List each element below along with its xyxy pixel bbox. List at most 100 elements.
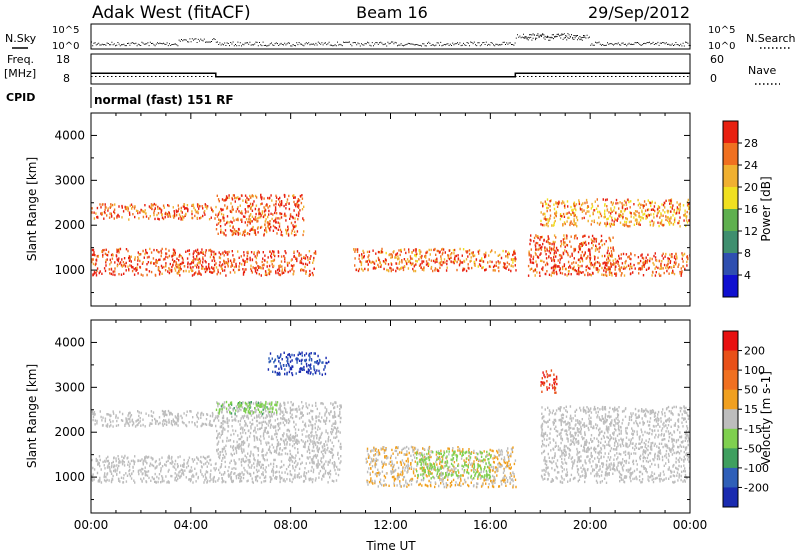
power-echo <box>91 203 217 221</box>
velocity-echo <box>419 450 491 480</box>
power-echo <box>93 202 214 221</box>
velocity-echo <box>216 400 342 484</box>
velocity-y-label: 2000 <box>54 425 85 439</box>
nsky-label: N.Sky <box>5 32 37 45</box>
velocity-colorbar-swatch <box>723 467 738 488</box>
power-colorbar <box>723 121 738 298</box>
noise-right-tick-high: 10^5 <box>708 25 735 36</box>
power-colorbar-swatch <box>723 253 738 276</box>
power-echo <box>215 193 305 237</box>
power-y-label: 3000 <box>54 173 85 187</box>
velocity-colorbar-swatch <box>723 409 738 430</box>
velocity-y-label: 4000 <box>54 335 85 349</box>
freq-tick-low: 8 <box>63 72 70 85</box>
velocity-colorbar-label: 200 <box>744 345 765 358</box>
velocity-colorbar-swatch <box>723 428 738 449</box>
velocity-colorbar <box>723 331 738 508</box>
nsearch-label: N.Search <box>746 32 796 45</box>
velocity-colorbar-swatch <box>723 487 738 508</box>
x-axis-label: Time UT <box>365 539 416 553</box>
velocity-colorbar-swatch <box>723 389 738 410</box>
noise-dots <box>91 33 691 47</box>
velocity-y-label: 3000 <box>54 380 85 394</box>
noise-left-tick-high: 10^5 <box>52 25 79 36</box>
power-y-label: 4000 <box>54 128 85 142</box>
power-echo <box>602 252 690 277</box>
velocity-echo <box>540 369 558 394</box>
freq-frame <box>90 53 691 85</box>
power-colorbar-label: 24 <box>744 159 758 172</box>
velocity-colorbar-label: -15 <box>744 423 762 436</box>
power-colorbar-label: Power [dB] <box>759 176 773 241</box>
velocity-colorbar-label: -200 <box>744 481 769 494</box>
velocity-echo <box>220 401 268 416</box>
power-colorbar-label: 4 <box>744 269 751 282</box>
velocity-colorbar-frame <box>722 330 739 508</box>
power-colorbar-label: 12 <box>744 225 758 238</box>
velocity-echo <box>91 409 217 428</box>
power-panel: 1000 2000 3000 4000 Slant Range [km] 28 24 20… <box>25 112 773 307</box>
power-y-label: 2000 <box>54 218 85 232</box>
power-echo <box>91 247 217 277</box>
velocity-echo <box>268 351 326 376</box>
beam-title: Beam 16 <box>356 3 428 22</box>
velocity-echo <box>366 445 517 489</box>
power-echo <box>527 234 616 277</box>
freq-panel: Freq. [MHz] 18 8 60 0 Nave <box>4 53 780 85</box>
power-scatter-image <box>91 193 690 277</box>
nave-label: Nave <box>748 64 776 77</box>
power-colorbar-swatch <box>723 143 738 166</box>
power-frame <box>90 112 691 307</box>
velocity-y-ticks: 1000 2000 3000 4000 <box>54 319 690 501</box>
noise-left-tick-low: 10^0 <box>52 41 79 52</box>
power-y-ticks: 1000 2000 3000 4000 <box>54 112 690 294</box>
velocity-echo <box>215 400 279 415</box>
velocity-colorbar-swatch <box>723 448 738 469</box>
noise-right-tick-low: 10^0 <box>708 41 735 52</box>
velocity-x-label: 08:00 <box>273 518 308 532</box>
velocity-colorbar-swatch <box>723 350 738 371</box>
power-echo <box>91 247 217 277</box>
power-echo <box>93 203 217 221</box>
freq-tick-high: 18 <box>56 53 70 66</box>
power-colorbar-swatch <box>723 187 738 210</box>
velocity-x-label: 04:00 <box>174 518 209 532</box>
power-colorbar-swatch <box>723 275 738 298</box>
power-echo <box>216 250 317 277</box>
power-colorbar-label: 28 <box>744 137 758 150</box>
cpid-text: normal (fast) 151 RF <box>94 93 234 107</box>
power-x-ticks <box>90 113 691 306</box>
power-colorbar-swatch <box>723 121 738 144</box>
freq-label: Freq. <box>7 53 34 66</box>
velocity-ylabel: Slant Range [km] <box>25 364 39 468</box>
power-echo <box>353 247 516 273</box>
power-colorbar-swatch <box>723 209 738 232</box>
power-colorbar-label: 8 <box>744 247 751 260</box>
cpid-label: CPID <box>6 91 35 104</box>
velocity-echo <box>415 450 492 480</box>
velocity-colorbar-label: -100 <box>744 462 769 475</box>
velocity-x-label: 20:00 <box>573 518 608 532</box>
velocity-x-ticks: 00:00 04:00 08:00 12:00 16:00 20:00 00:00 <box>74 320 708 532</box>
velocity-echo <box>540 371 558 391</box>
power-echo <box>540 198 690 228</box>
power-echo <box>355 248 517 273</box>
power-colorbar-swatch <box>723 231 738 254</box>
velocity-colorbar-label: 50 <box>744 384 758 397</box>
power-echo <box>218 194 305 236</box>
velocity-colorbar-ticks: 200 100 50 15 -15 -50 -100 -200 <box>738 345 769 494</box>
power-colorbar-label: 16 <box>744 203 758 216</box>
velocity-panel: 1000 2000 3000 4000 00:00 04:00 08:00 12:00 16:… <box>25 319 773 553</box>
velocity-echo <box>540 405 690 484</box>
nave-tick-low: 0 <box>710 72 717 85</box>
velocity-echo <box>91 454 217 484</box>
freq-series-line <box>91 72 690 78</box>
date-title: 29/Sep/2012 <box>588 3 690 22</box>
freq-unit-label: [MHz] <box>4 67 36 80</box>
velocity-x-label: 00:00 <box>673 518 708 532</box>
velocity-y-label: 1000 <box>54 470 85 484</box>
power-echo <box>527 234 617 277</box>
power-echo <box>604 252 690 277</box>
velocity-x-label: 12:00 <box>373 518 408 532</box>
